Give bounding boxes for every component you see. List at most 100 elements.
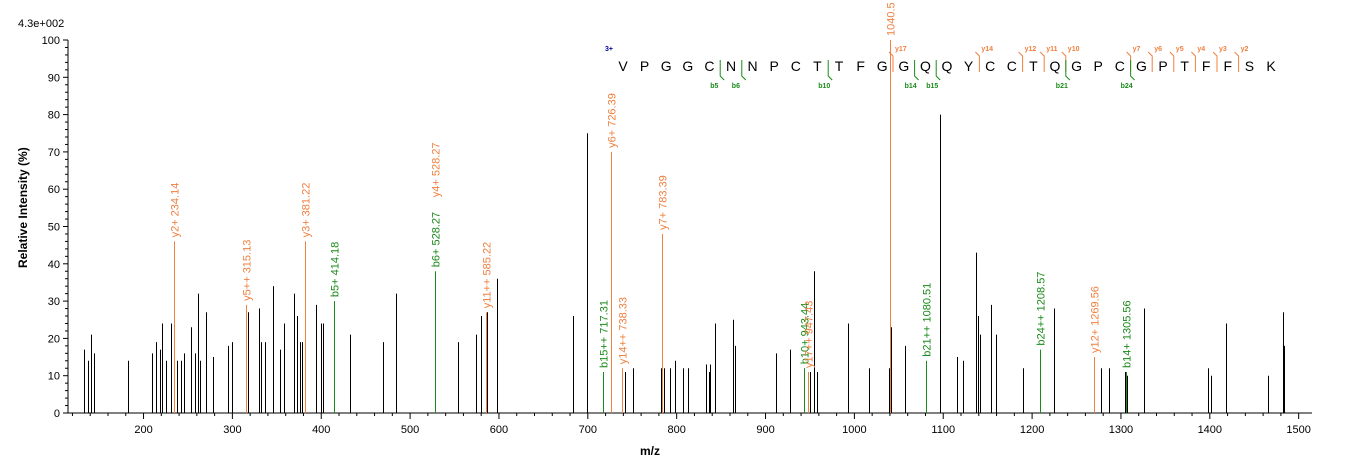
x-tick-label: 600: [490, 424, 508, 436]
b-ion-bracket: [719, 60, 725, 81]
y-ion-label: y7: [1133, 46, 1141, 53]
b-ion-label: b5: [710, 83, 718, 90]
axes: 0 10 20 30 40 50 60 70 80 90 100 200 300 400 500 600 700…: [42, 35, 1312, 436]
x-tick-label: 1500: [1286, 424, 1310, 436]
residue: P: [1094, 58, 1103, 74]
y-tick-label: 80: [48, 110, 60, 122]
y-ion-bracket: [1191, 51, 1196, 72]
residue: F: [1202, 58, 1211, 74]
y-ion-bracket: [1147, 51, 1153, 72]
peak-label: y7+ 783.39: [658, 175, 670, 230]
residue: S: [1245, 58, 1254, 74]
y-tick-label: 30: [48, 296, 60, 308]
peak-label: y3+ 381.22: [301, 183, 313, 238]
x-tick-label: 1100: [931, 424, 955, 436]
y-ion-label: y12: [1025, 46, 1037, 53]
residue: Q: [1050, 58, 1061, 74]
y-ion-label: y6: [1154, 46, 1162, 53]
peak-label: y14++ 738.33: [618, 297, 630, 364]
residue: G: [682, 58, 693, 74]
peak-label: 1040.5: [886, 2, 898, 36]
peak-label: b5+ 414.18: [330, 242, 342, 297]
max-intensity-label: 4.3e+002: [18, 18, 64, 30]
y-ion-bracket: [1169, 51, 1175, 72]
b-ion-bracket: [741, 60, 747, 81]
x-axis-title: m/z: [640, 444, 660, 458]
x-tick-label: 1200: [1020, 424, 1044, 436]
x-tick-label: 400: [312, 424, 330, 436]
y-tick-label: 50: [48, 222, 60, 234]
residue: K: [1266, 58, 1276, 74]
peak-label: y17++ 947.43: [804, 301, 816, 368]
peak-label: y11++ 585.22: [482, 242, 494, 308]
y-ion-label: y4: [1197, 46, 1205, 53]
y-ion-label: y14: [981, 46, 993, 53]
peak-label: b24++ 1208.57: [1036, 272, 1048, 346]
b-ion-label: b21: [1056, 83, 1068, 90]
residue: N: [726, 58, 736, 74]
y-ion-bracket: [1212, 51, 1218, 72]
x-tick-label: 200: [134, 424, 152, 436]
y-tick-label: 10: [48, 371, 60, 383]
y-ion-label: y5: [1176, 46, 1184, 53]
peak-label: y6+ 726.39: [607, 93, 619, 148]
peak-label: b14+ 1305.56: [1122, 300, 1134, 368]
y-ion-label: y10: [1068, 46, 1080, 53]
residue: Q: [942, 58, 953, 74]
y-tick-label: 90: [48, 72, 60, 84]
peak-label: b10+ 943.44: [800, 303, 812, 364]
peak-label: y5++ 315.13: [242, 240, 254, 301]
peak-label: y12+ 1269.56: [1090, 286, 1102, 353]
b-ion-label: b24: [1121, 83, 1133, 90]
y-ion-bracket: [1234, 51, 1240, 72]
residue: F: [1224, 58, 1233, 74]
b-ion-bracket: [1130, 60, 1135, 81]
x-tick-label: 800: [667, 424, 685, 436]
residue: T: [835, 58, 844, 74]
y-ion-bracket: [1126, 51, 1132, 72]
residue: G: [661, 58, 672, 74]
b-ion-label: b10: [818, 83, 830, 90]
y-ion-label: y11: [1046, 46, 1057, 53]
peak-label: b15++ 717.31: [599, 300, 611, 368]
b-ion-label: b14: [905, 83, 917, 90]
peak-annotations: y2+ 234.14 y5++ 315.13 y3+ 381.22 b5+ 414.1…: [170, 2, 1134, 413]
b-ion-label: b6: [732, 83, 740, 90]
b-ion-bracket: [914, 60, 919, 81]
y-tick-label: 60: [48, 184, 60, 196]
y-tick-label: 20: [48, 333, 60, 345]
residue: G: [1136, 58, 1147, 74]
residue: V: [618, 58, 628, 74]
residue: G: [1071, 58, 1082, 74]
peak-label: y4+ 528.27: [431, 143, 443, 198]
residue: T: [1029, 58, 1038, 74]
peak-label: b21++ 1080.51: [922, 283, 934, 357]
residue: N: [748, 58, 758, 74]
x-tick-label: 500: [401, 424, 419, 436]
charge-state: 3+: [605, 46, 613, 53]
residue: C: [1007, 58, 1017, 74]
x-tick-label: 700: [579, 424, 597, 436]
y-ion-bracket: [888, 51, 894, 72]
x-tick-label: 1400: [1198, 424, 1222, 436]
residue: G: [877, 58, 888, 74]
b-ion-label: b15: [926, 83, 938, 90]
residue: G: [898, 58, 909, 74]
residue: T: [813, 58, 822, 74]
y-tick-label: 40: [48, 259, 60, 271]
y-ion-bracket: [1018, 51, 1024, 72]
y-tick-label: 0: [54, 408, 60, 420]
y-ion-bracket: [1061, 51, 1067, 72]
x-tick-label: 1300: [1109, 424, 1133, 436]
x-tick-label: 900: [756, 424, 774, 436]
y-axis-title: Relative Intensity (%): [16, 147, 30, 268]
residue: C: [704, 58, 714, 74]
residue: P: [770, 58, 779, 74]
peaks-layer: [84, 114, 1285, 413]
y-ion-label: y2: [1241, 46, 1249, 53]
residue: P: [1158, 58, 1167, 74]
residue: T: [1180, 58, 1189, 74]
residue: C: [1115, 58, 1125, 74]
